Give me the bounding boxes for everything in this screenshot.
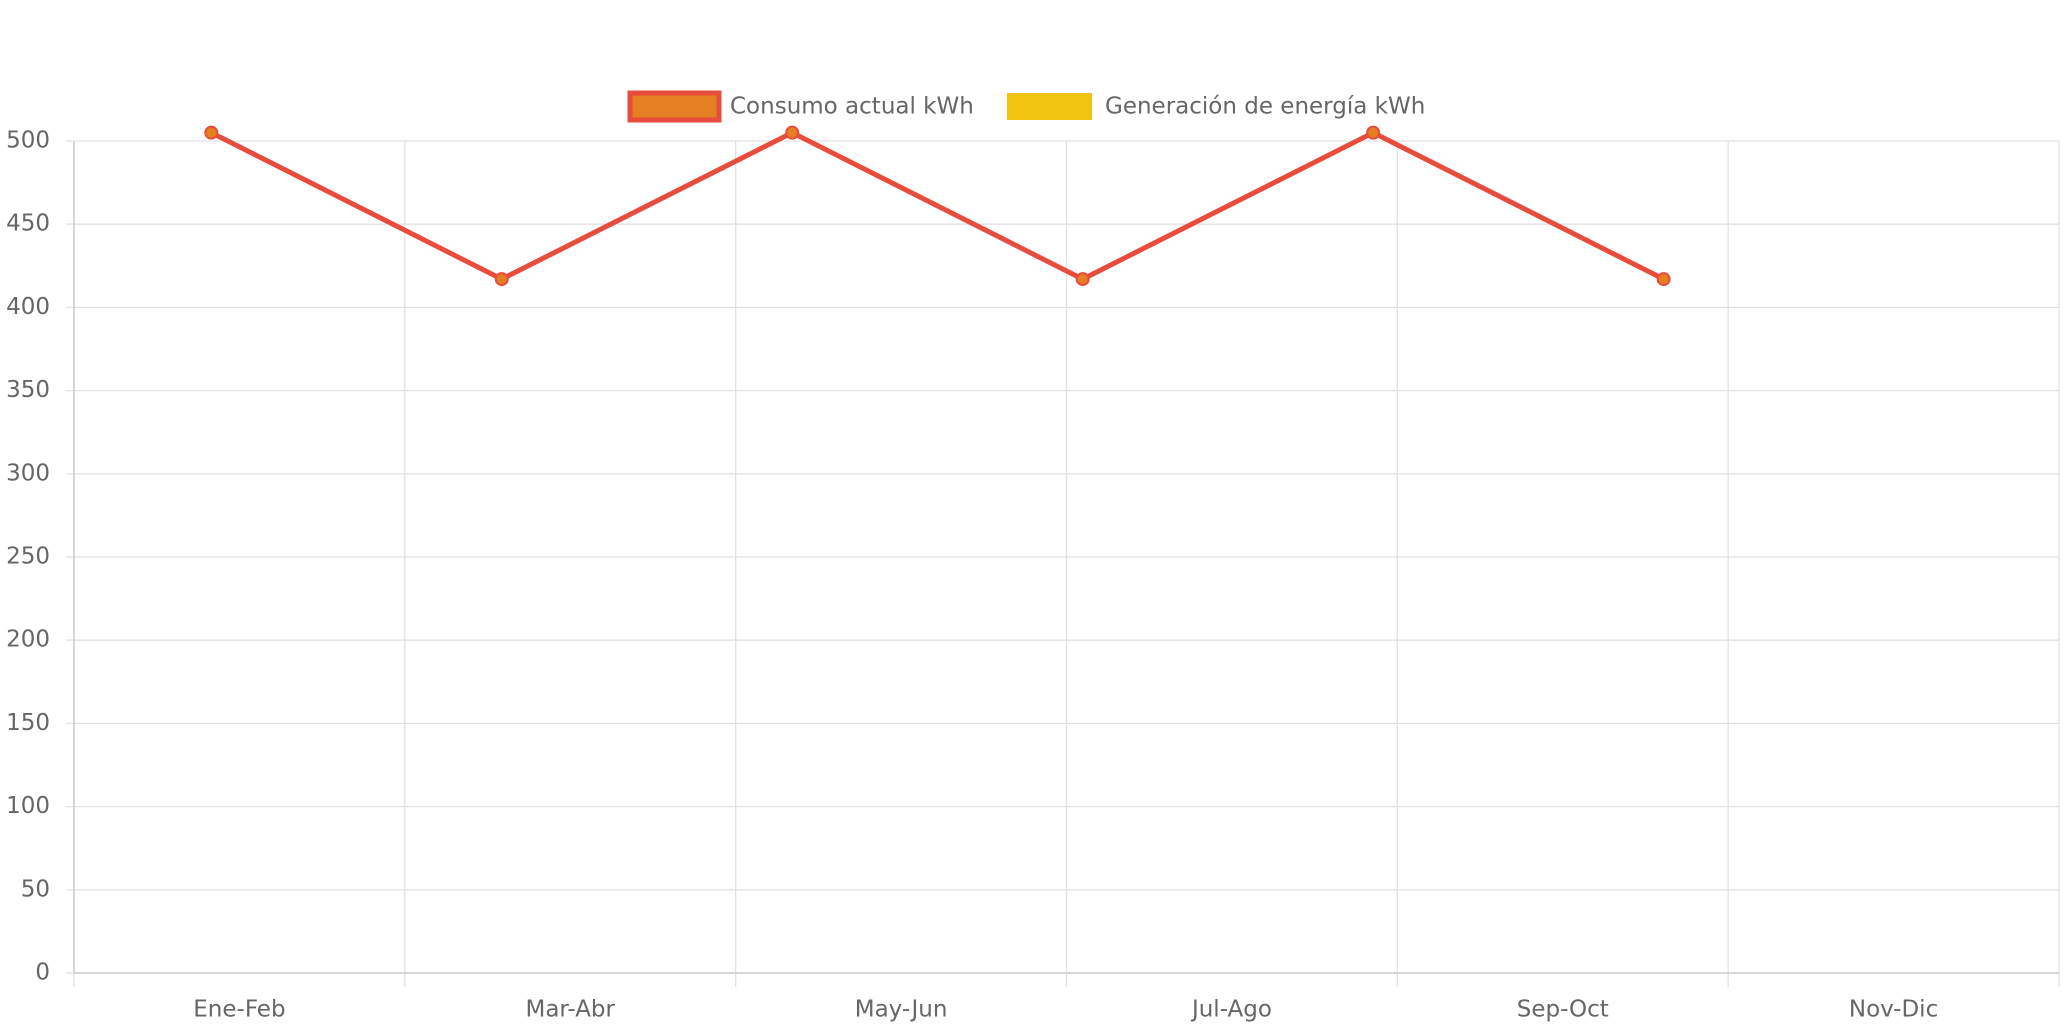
- point: [1366, 125, 1381, 140]
- x-tick-label: Jul-Ago: [1190, 997, 1272, 1023]
- y-tick-label: 150: [6, 710, 50, 736]
- y-tick-label: 250: [6, 544, 50, 570]
- y-tick-label: 350: [6, 377, 50, 403]
- y-tick-label: 0: [35, 960, 50, 986]
- x-tick-label: Ene-Feb: [193, 997, 285, 1023]
- legend-label: Consumo actual kWh: [730, 94, 974, 120]
- x-tick-label: Mar-Abr: [525, 997, 615, 1023]
- x-tick-label: May-Jun: [855, 997, 948, 1023]
- y-tick-label: 500: [6, 128, 50, 154]
- legend-label: Generación de energía kWh: [1105, 94, 1425, 120]
- x-tick-label: Nov-Dic: [1849, 997, 1938, 1023]
- point: [1075, 272, 1090, 287]
- y-tick-label: 100: [6, 793, 50, 819]
- y-tick-label: 50: [21, 876, 50, 902]
- point: [204, 125, 219, 140]
- y-tick-label: 400: [6, 294, 50, 320]
- y-tick-label: 200: [6, 627, 50, 653]
- point: [494, 272, 509, 287]
- line: [210, 130, 1665, 282]
- x-tick-label: Sep-Oct: [1517, 997, 1609, 1023]
- point: [1656, 272, 1671, 287]
- legend-swatch: [627, 90, 722, 123]
- legend-swatch: [1007, 93, 1092, 120]
- y-tick-label: 300: [6, 460, 50, 486]
- point: [785, 125, 800, 140]
- y-tick-label: 450: [6, 211, 50, 237]
